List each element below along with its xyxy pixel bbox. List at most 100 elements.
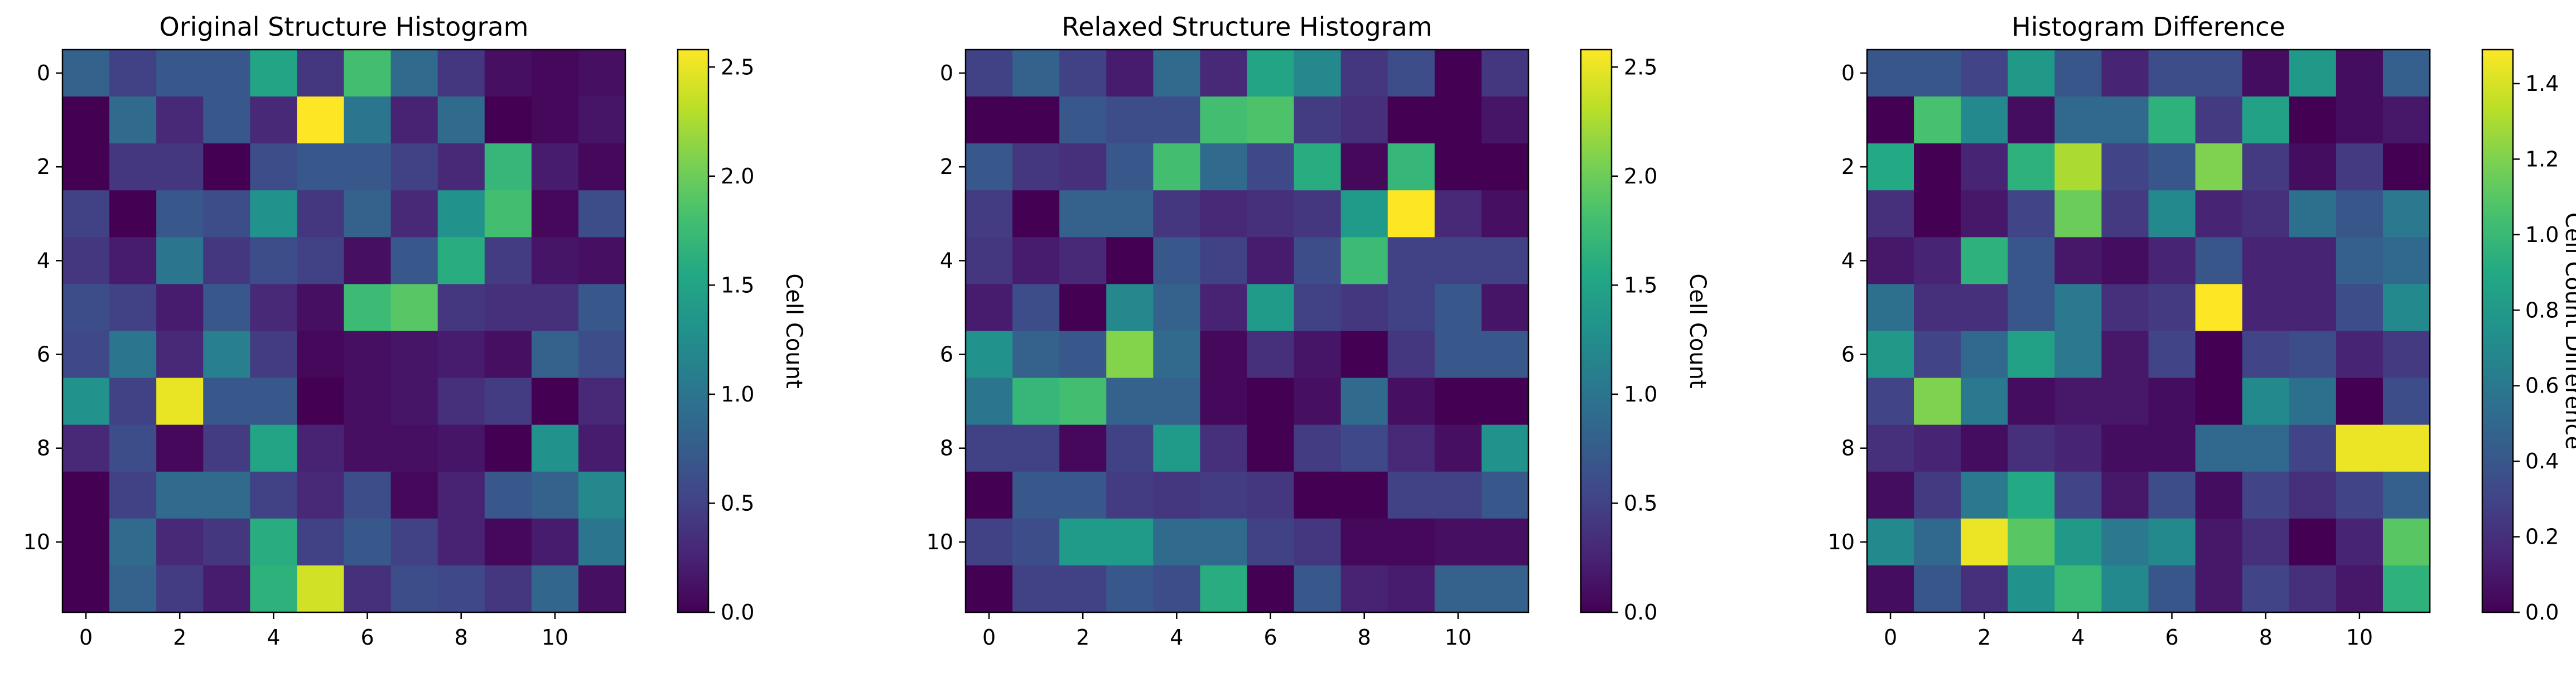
heatmap-cell: [1200, 143, 1248, 191]
heatmap-cell: [966, 190, 1013, 238]
heatmap-cell: [2242, 518, 2290, 566]
heatmap-cell: [2336, 96, 2384, 144]
y-tick-label: 6: [940, 342, 953, 367]
heatmap-cell: [1867, 50, 1914, 97]
heatmap-cell: [1434, 96, 1482, 144]
heatmap-cell: [344, 424, 392, 472]
heatmap-cell: [1387, 424, 1435, 472]
heatmap-cell: [1106, 424, 1154, 472]
heatmap-cell: [2242, 284, 2290, 332]
colorbar: [1581, 50, 1612, 612]
heatmap-cell: [2336, 565, 2384, 613]
plot-frame: [964, 49, 1530, 613]
heatmap-cell: [2054, 471, 2102, 519]
heatmap-cell: [156, 96, 204, 144]
heatmap-cell: [1914, 190, 1961, 238]
heatmap-cell: [2289, 96, 2337, 144]
heatmap-cell: [297, 331, 345, 379]
heatmap-cell: [531, 237, 579, 285]
heatmap-cell: [1294, 284, 1342, 332]
heatmap-cell: [297, 190, 345, 238]
x-tick-label: 2: [173, 625, 186, 650]
heatmap-cell: [297, 471, 345, 519]
heatmap-cell: [1059, 190, 1107, 238]
heatmap-cell: [1294, 50, 1342, 97]
heatmap-cell: [156, 237, 204, 285]
heatmap-cell: [966, 50, 1013, 97]
heatmap-cell: [297, 424, 345, 472]
heatmap-cell: [250, 96, 298, 144]
heatmap-cell: [109, 96, 157, 144]
heatmap-cell: [1914, 237, 1961, 285]
colorbar-tick-label: 2.5: [721, 55, 754, 79]
heatmap-cell: [2148, 565, 2196, 613]
heatmap-cell: [1153, 96, 1201, 144]
heatmap-cell: [1434, 471, 1482, 519]
heatmap-cell: [344, 143, 392, 191]
heatmap-cell: [203, 284, 250, 332]
colorbar-tick-label: 1.0: [1624, 382, 1657, 407]
heatmap-cell: [1247, 96, 1295, 144]
heatmap-cell: [109, 424, 157, 472]
heatmap-cell: [203, 378, 250, 425]
heatmap-panel-1: Original Structure Histogram 0 2 4 6 8 10 0 2 4 6 8…: [23, 12, 807, 650]
heatmap-cell: [578, 190, 626, 238]
heatmap-cell: [966, 518, 1013, 566]
heatmap-cell: [2148, 50, 2196, 97]
heatmap-cell: [2336, 143, 2384, 191]
heatmap-cell: [2289, 143, 2337, 191]
heatmap-cell: [1294, 378, 1342, 425]
heatmap-cell: [484, 284, 532, 332]
colorbar-tick-label: 2.0: [721, 164, 754, 188]
heatmap-cell: [1012, 96, 1060, 144]
heatmap-cell: [297, 284, 345, 332]
x-tick-label: 0: [982, 625, 996, 650]
heatmap-cell: [1481, 378, 1529, 425]
heatmap-cell: [1914, 471, 1961, 519]
heatmap-cell: [1059, 378, 1107, 425]
heatmap-cell: [1961, 424, 2008, 472]
heatmap-cell: [62, 565, 110, 613]
heatmap-cell: [1059, 143, 1107, 191]
heatmap-cell: [1294, 190, 1342, 238]
heatmap-cell: [437, 331, 485, 379]
heatmap-cell: [2008, 190, 2055, 238]
heatmap-cell: [578, 96, 626, 144]
y-tick-label: 4: [1841, 248, 1855, 273]
heatmap-cell: [203, 237, 250, 285]
colorbar-frame: [1580, 49, 1613, 613]
heatmap-cell: [390, 518, 438, 566]
heatmap-cell: [1106, 378, 1154, 425]
heatmap-cell: [1867, 237, 1914, 285]
heatmap-cell: [2336, 424, 2384, 472]
x-tick-label: 2: [1076, 625, 1089, 650]
x-tick-label: 0: [1884, 625, 1897, 650]
heatmap-cell: [390, 424, 438, 472]
colorbar-label: Cell Count: [781, 273, 807, 388]
heatmap-cell: [1340, 565, 1388, 613]
heatmap-cell: [2289, 50, 2337, 97]
heatmap-cell: [2195, 50, 2243, 97]
heatmap-cell: [1200, 96, 1248, 144]
heatmap-cell: [2148, 143, 2196, 191]
y-tick-label: 4: [940, 248, 953, 273]
heatmap-cell: [297, 518, 345, 566]
heatmap-cell: [1481, 284, 1529, 332]
heatmap-cell: [966, 378, 1013, 425]
heatmap-cell: [1059, 518, 1107, 566]
heatmap-cell: [2054, 284, 2102, 332]
heatmap-cell: [390, 565, 438, 613]
heatmap-cell: [2382, 378, 2430, 425]
heatmap-cell: [1200, 331, 1248, 379]
colorbar: [2482, 50, 2513, 612]
heatmap-cell: [1294, 471, 1342, 519]
heatmap-cell: [109, 284, 157, 332]
heatmap-cell: [2008, 471, 2055, 519]
y-tick-label: 0: [37, 61, 50, 85]
heatmap-cell: [2148, 96, 2196, 144]
heatmap-cell: [484, 331, 532, 379]
heatmap-cell: [109, 518, 157, 566]
heatmap-cell: [250, 190, 298, 238]
heatmap-cell: [484, 518, 532, 566]
heatmap-cell: [1012, 143, 1060, 191]
